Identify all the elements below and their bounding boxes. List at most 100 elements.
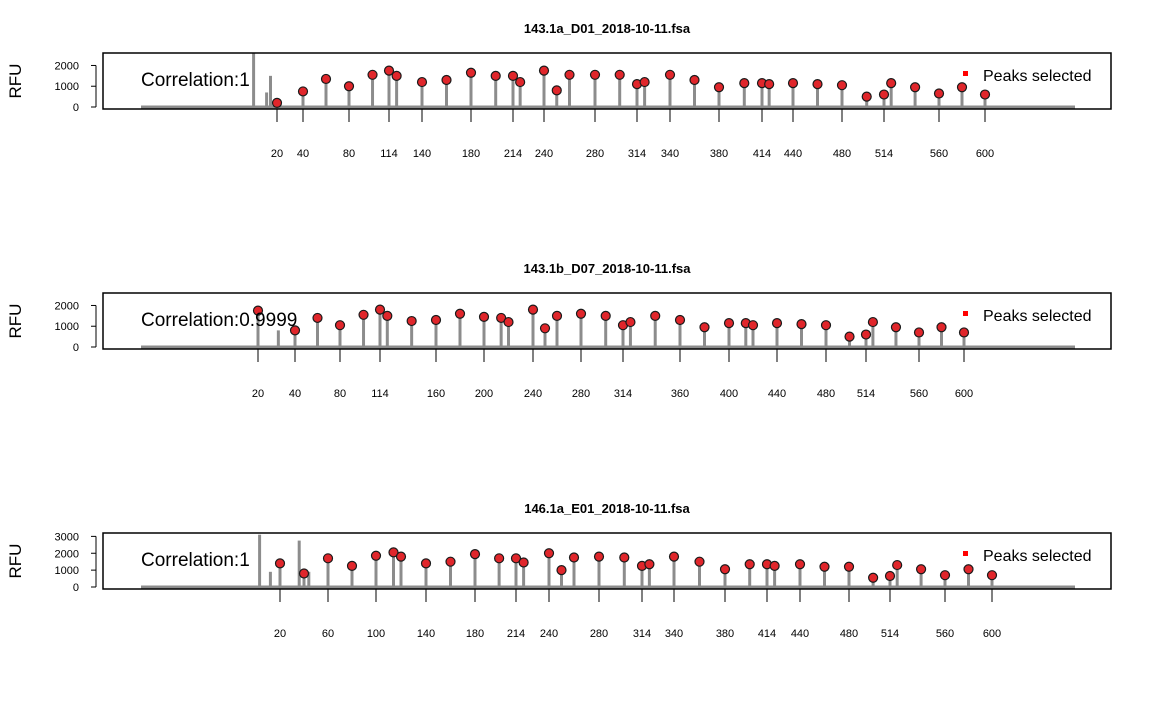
x-tick-label: 600 <box>955 388 973 400</box>
peak-marker <box>979 89 991 100</box>
peak-marker <box>644 559 655 570</box>
peak-marker <box>593 551 605 562</box>
peak-marker <box>619 552 630 563</box>
peak-marker <box>694 556 705 567</box>
peak-marker <box>913 327 925 338</box>
x-tick-label: 414 <box>753 148 771 160</box>
peak-marker <box>297 86 309 97</box>
peak-marker <box>886 78 897 89</box>
plot-frame <box>102 52 1112 110</box>
peak-marker <box>494 553 505 564</box>
peak-marker <box>518 557 529 568</box>
x-tick-label: 140 <box>413 148 431 160</box>
peak-marker <box>861 91 872 102</box>
x-tick-label: 440 <box>768 388 786 400</box>
peak-marker <box>668 551 680 562</box>
peak-marker <box>312 312 323 324</box>
chart-title: 143.1b_D07_2018-10-11.fsa <box>524 261 692 276</box>
x-tick-label: 214 <box>507 628 525 640</box>
peak-marker <box>322 553 334 564</box>
y-tick-label: 0 <box>73 342 79 354</box>
x-tick-label: 360 <box>671 388 689 400</box>
x-tick-label: 440 <box>791 628 809 640</box>
peak-marker <box>320 73 332 85</box>
x-tick-label: 314 <box>633 628 651 640</box>
x-tick-label: 514 <box>857 388 875 400</box>
y-axis-label: RFU <box>6 544 25 579</box>
peak-marker <box>713 82 725 93</box>
legend-marker <box>963 311 968 316</box>
peak-marker <box>819 561 830 572</box>
x-tick-label: 280 <box>572 388 590 400</box>
peak-marker <box>298 568 310 579</box>
peak-marker <box>771 318 783 329</box>
peak-marker <box>370 550 382 561</box>
peak-marker <box>600 310 611 321</box>
peak-marker <box>933 88 945 99</box>
peak-marker <box>334 320 346 331</box>
x-tick-label: 560 <box>930 148 948 160</box>
peak-marker <box>367 69 378 80</box>
peak-marker <box>538 65 550 76</box>
x-tick-label: 380 <box>716 628 734 640</box>
peak-marker <box>915 564 927 575</box>
x-tick-label: 20 <box>271 148 283 160</box>
x-tick-label: 180 <box>462 148 480 160</box>
peak-marker <box>884 570 896 582</box>
peak-marker <box>986 570 998 581</box>
peak-marker <box>543 548 555 559</box>
peak-marker <box>764 79 775 90</box>
peak-marker <box>909 82 921 93</box>
x-tick-label: 480 <box>817 388 835 400</box>
peak-marker <box>867 316 879 328</box>
peak-marker <box>441 74 452 86</box>
peak-marker <box>346 560 358 572</box>
peak-marker <box>664 69 676 80</box>
peak-marker <box>739 78 750 89</box>
peak-marker <box>430 314 442 326</box>
y-tick-label: 1000 <box>55 81 79 93</box>
legend-marker <box>963 551 968 556</box>
x-tick-label: 380 <box>710 148 728 160</box>
correlation-annotation: Correlation:1 <box>141 550 250 571</box>
panel-3: 146.1a_E01_2018-10-11.fsa RFU 0 1000 2000 300… <box>6 501 1112 640</box>
peak-marker <box>794 559 806 570</box>
peak-marker <box>878 89 890 100</box>
peak-marker <box>551 85 562 96</box>
peak-marker <box>625 316 636 328</box>
peak-marker <box>674 314 686 326</box>
peak-marker <box>556 565 567 576</box>
panel-2: 143.1b_D07_2018-10-11.fsa RFU 0 1000 2000 20 4… <box>6 261 1112 400</box>
x-tick-label: 340 <box>665 628 683 640</box>
x-tick-label: 480 <box>833 148 851 160</box>
peak-marker <box>469 548 481 560</box>
legend-label: Peaks selected <box>983 548 1092 565</box>
x-tick-label: 414 <box>758 628 776 640</box>
y-tick-label: 1000 <box>55 565 79 577</box>
peak-marker <box>510 553 522 564</box>
plot-frame <box>102 532 1112 590</box>
peak-marker <box>844 331 855 342</box>
peak-marker <box>787 78 799 89</box>
x-tick-label: 20 <box>274 628 286 640</box>
peak-marker <box>639 76 650 88</box>
peak-marker <box>892 559 903 571</box>
peak-marker <box>515 76 526 88</box>
x-tick-label: 600 <box>976 148 994 160</box>
peak-marker <box>820 320 832 331</box>
x-tick-label: 400 <box>720 388 738 400</box>
peak-marker <box>465 67 477 78</box>
peak-marker <box>963 564 974 575</box>
peak-marker <box>958 327 970 338</box>
peak-marker <box>890 322 902 333</box>
peak-marker <box>343 81 355 92</box>
peak-marker <box>868 572 879 583</box>
x-tick-label: 600 <box>983 628 1001 640</box>
peak-marker <box>747 320 759 331</box>
peak-marker <box>374 304 386 315</box>
x-tick-label: 280 <box>590 628 608 640</box>
peak-marker <box>382 310 393 321</box>
x-tick-label: 240 <box>524 388 542 400</box>
x-tick-label: 560 <box>936 628 954 640</box>
x-tick-label: 80 <box>343 148 355 160</box>
